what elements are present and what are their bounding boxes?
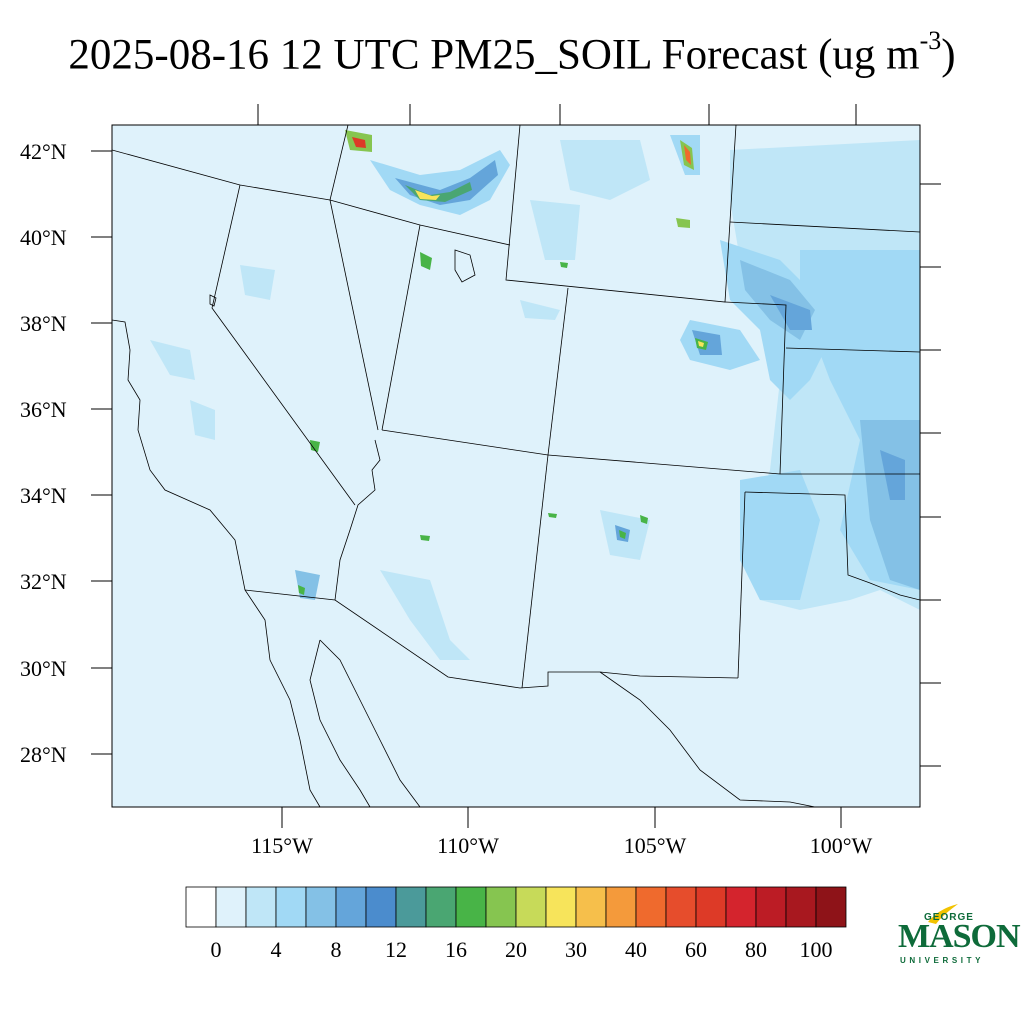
lat-label: 42°N — [20, 139, 67, 164]
swoosh-icon — [928, 904, 958, 924]
colorbar-label: 4 — [271, 937, 282, 962]
colorbar-swatch — [695, 886, 727, 928]
colorbar-swatch — [665, 886, 697, 928]
colorbar-swatch — [335, 886, 367, 928]
colorbar-swatch — [185, 886, 217, 928]
map-frame — [111, 124, 921, 808]
colorbar-label: 16 — [445, 937, 467, 962]
title-text: 2025-08-16 12 UTC PM25_SOIL Forecast (ug… — [68, 31, 920, 79]
colorbar-swatch — [605, 886, 637, 928]
colorbar-swatch — [515, 886, 547, 928]
tick-marks — [91, 104, 941, 828]
colorbar-label: 100 — [800, 937, 833, 962]
colorbar-swatch — [395, 886, 427, 928]
map-title: 2025-08-16 12 UTC PM25_SOIL Forecast (ug… — [0, 26, 1024, 79]
colorbar-label: 60 — [685, 937, 707, 962]
logo-line-2: MASON — [898, 918, 1021, 955]
colorbar-label: 30 — [565, 937, 587, 962]
lon-label: 105°W — [624, 833, 687, 858]
colorbar-swatch — [755, 886, 787, 928]
latitude-labels: 42°N 40°N 38°N 36°N 34°N 32°N 30°N 28°N — [20, 139, 67, 767]
colorbar-swatch — [455, 886, 487, 928]
colorbar-swatch — [425, 886, 457, 928]
title-close: ) — [941, 31, 956, 79]
colorbar-swatch — [575, 886, 607, 928]
colorbar-swatch — [545, 886, 577, 928]
university-logo: GEORGE MASON UNIVERSITY — [898, 900, 1021, 970]
lon-label: 115°W — [251, 833, 313, 858]
lat-label: 38°N — [20, 311, 67, 336]
colorbar-swatch — [635, 886, 667, 928]
lat-label: 34°N — [20, 483, 67, 508]
concentration-field — [150, 130, 920, 660]
colorbar-label: 12 — [385, 937, 407, 962]
colorbar-swatch — [725, 886, 757, 928]
colorbar-label: 0 — [211, 937, 222, 962]
colorbar-swatch — [245, 886, 277, 928]
lat-label: 30°N — [20, 656, 67, 681]
lat-label: 36°N — [20, 397, 67, 422]
lat-label: 40°N — [20, 225, 67, 250]
lat-label: 28°N — [20, 742, 67, 767]
boundaries — [112, 125, 920, 807]
colorbar-label: 40 — [625, 937, 647, 962]
colorbar-label: 8 — [331, 937, 342, 962]
colorbar-labels: 0 4 8 12 16 20 30 40 60 80 100 — [211, 937, 833, 962]
colorbar-label: 80 — [745, 937, 767, 962]
colorbar — [185, 886, 847, 928]
lon-label: 100°W — [810, 833, 873, 858]
longitude-labels: 115°W 110°W 105°W 100°W — [251, 833, 872, 858]
logo-line-1: GEORGE — [924, 912, 974, 923]
colorbar-swatch — [275, 886, 307, 928]
colorbar-swatch — [215, 886, 247, 928]
colorbar-swatch — [815, 886, 847, 928]
lat-label: 32°N — [20, 569, 67, 594]
logo-line-3: UNIVERSITY — [900, 956, 985, 965]
colorbar-swatch — [485, 886, 517, 928]
colorbar-label: 20 — [505, 937, 527, 962]
lon-label: 110°W — [437, 833, 499, 858]
colorbar-swatch — [305, 886, 337, 928]
colorbar-swatch — [365, 886, 397, 928]
colorbar-swatch — [785, 886, 817, 928]
title-exponent: -3 — [919, 26, 942, 55]
